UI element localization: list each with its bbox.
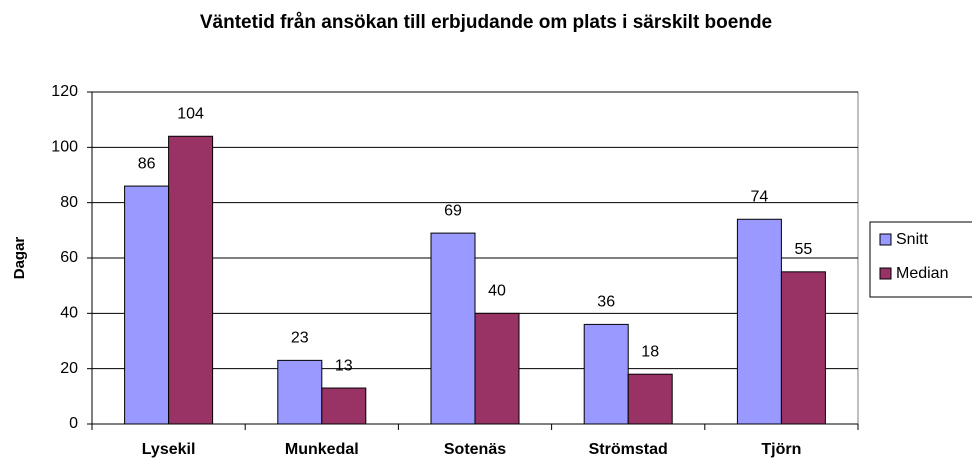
y-tick-label: 80 <box>60 194 78 211</box>
data-label: 18 <box>641 343 659 360</box>
bar <box>168 135 214 425</box>
y-tick-label: 40 <box>60 305 78 322</box>
legend-swatch <box>879 233 892 246</box>
y-tick-label: 20 <box>60 360 78 377</box>
data-label: 55 <box>795 241 813 258</box>
chart-title: Väntetid från ansökan till erbjudande om… <box>200 12 772 33</box>
bar <box>277 359 323 425</box>
legend-swatch <box>879 267 892 280</box>
data-label: 74 <box>751 188 769 205</box>
y-tick-label: 100 <box>51 139 78 156</box>
data-label: 23 <box>291 330 309 347</box>
x-tick-label: Munkedal <box>285 441 359 458</box>
y-axis-label: Dagar <box>11 237 28 280</box>
data-label: 86 <box>138 155 156 172</box>
bar <box>430 232 476 425</box>
bar <box>124 185 170 425</box>
legend-label: Median <box>896 265 948 282</box>
y-tick-label: 0 <box>69 415 78 432</box>
bar <box>474 312 520 425</box>
bar <box>627 373 673 425</box>
bar <box>583 323 629 425</box>
legend-label: Snitt <box>896 231 929 248</box>
bar <box>321 387 367 425</box>
x-tick-label: Strömstad <box>589 441 668 458</box>
bar <box>736 218 782 425</box>
x-tick-label: Tjörn <box>761 441 801 458</box>
data-label: 40 <box>488 283 506 300</box>
data-label: 104 <box>177 105 204 122</box>
x-tick-label: Lysekil <box>142 441 196 458</box>
data-label: 36 <box>597 294 615 311</box>
x-tick-label: Sotenäs <box>444 441 506 458</box>
y-tick-label: 120 <box>51 83 78 100</box>
data-label: 69 <box>444 202 462 219</box>
bar <box>780 271 826 425</box>
y-tick-label: 60 <box>60 249 78 266</box>
data-label: 13 <box>335 357 353 374</box>
